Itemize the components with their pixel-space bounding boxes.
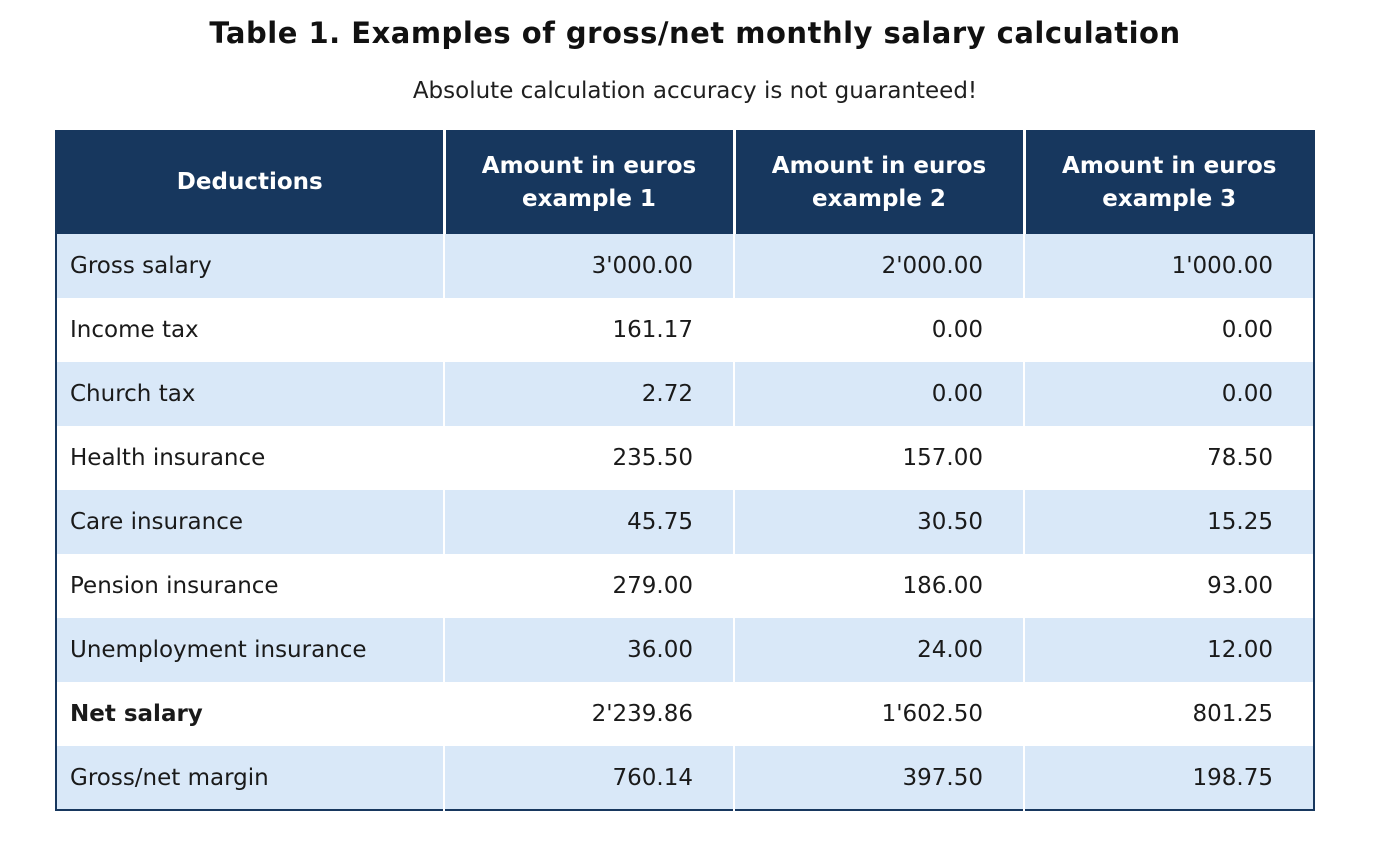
row-value: 198.75 (1023, 746, 1314, 810)
header-row: Deductions Amount in euros example 1 Amo… (56, 131, 1314, 234)
row-value: 157.00 (733, 426, 1024, 490)
row-label: Gross/net margin (70, 764, 269, 791)
row-label: Net salary (70, 701, 203, 727)
table-row: Net salary 2'239.86 1'602.50 801.25 (56, 682, 1314, 746)
row-value: 1'000.00 (1023, 234, 1314, 298)
table-row: Unemployment insurance 36.00 24.00 12.00 (56, 618, 1314, 682)
table-row: Health insurance 235.50 157.00 78.50 (56, 426, 1314, 490)
row-value: 24.00 (733, 618, 1024, 682)
row-label: Care insurance (70, 509, 244, 535)
page-subtitle: Absolute calculation accuracy is not gua… (412, 78, 978, 104)
page-title: Table 1. Examples of gross/net monthly s… (209, 16, 1181, 50)
row-label: Income tax (70, 317, 199, 343)
row-value: 3'000.00 (443, 234, 734, 298)
table-header: Deductions Amount in euros example 1 Amo… (56, 131, 1314, 234)
row-value: 0.00 (1023, 298, 1314, 362)
column-header-example-2: Amount in euros example 2 (732, 131, 1024, 234)
table-row: Income tax 161.17 0.00 0.00 (56, 298, 1314, 362)
row-value: 186.00 (733, 554, 1024, 618)
row-value: 0.00 (733, 298, 1024, 362)
row-value: 45.75 (443, 490, 734, 554)
row-label: Unemployment insurance (70, 637, 367, 663)
table-row: Church tax 2.72 0.00 0.00 (56, 362, 1314, 426)
row-value: 279.00 (443, 554, 734, 618)
row-value: 15.25 (1023, 490, 1314, 554)
column-header-example-3: Amount in euros example 3 (1022, 131, 1314, 234)
row-value: 93.00 (1023, 554, 1314, 618)
row-value: 801.25 (1023, 682, 1314, 746)
row-value: 161.17 (443, 298, 734, 362)
row-label: Pension insurance (70, 573, 279, 599)
row-value: 0.00 (1023, 362, 1314, 426)
row-label: Church tax (70, 381, 196, 407)
row-value: 2.72 (443, 362, 734, 426)
table-row: Pension insurance 279.00 186.00 93.00 (56, 554, 1314, 618)
table-row: Gross salary 3'000.00 2'000.00 1'000.00 (56, 234, 1314, 298)
table-row: Gross/net margin 760.14 397.50 198.75 (56, 746, 1314, 810)
row-value: 397.50 (733, 746, 1024, 810)
column-header-example-1: Amount in euros example 1 (442, 131, 734, 234)
row-value: 2'239.86 (443, 682, 734, 746)
row-value: 760.14 (443, 746, 734, 810)
row-value: 235.50 (443, 426, 734, 490)
column-header-deductions: Deductions (56, 131, 444, 234)
row-label: Gross salary (70, 253, 212, 279)
row-value: 78.50 (1023, 426, 1314, 490)
row-value: 1'602.50 (733, 682, 1024, 746)
row-value: 2'000.00 (733, 234, 1024, 298)
row-value: 0.00 (733, 362, 1024, 426)
table-row: Care insurance 45.75 30.50 15.25 (56, 490, 1314, 554)
row-label: Health insurance (70, 445, 266, 471)
row-value: 30.50 (733, 490, 1024, 554)
table-body: Gross salary 3'000.00 2'000.00 1'000.00 In… (56, 234, 1314, 810)
row-value: 12.00 (1023, 618, 1314, 682)
salary-table: Deductions Amount in euros example 1 Amo… (55, 130, 1315, 811)
row-value: 36.00 (443, 618, 734, 682)
